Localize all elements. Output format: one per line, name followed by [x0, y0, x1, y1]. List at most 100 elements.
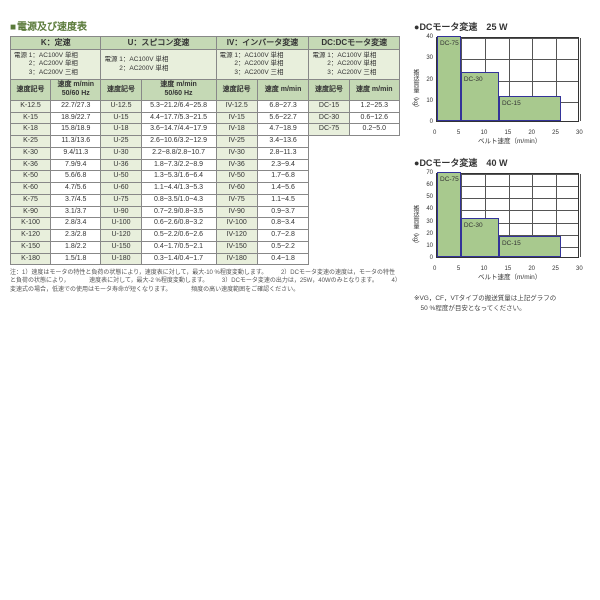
cell: 2.3~9.4	[257, 159, 309, 171]
cell: IV-150	[216, 241, 257, 253]
cell: IV-100	[216, 218, 257, 230]
cell: IV-36	[216, 159, 257, 171]
step-label: DC-15	[502, 100, 521, 107]
cell: U-60	[101, 183, 141, 195]
chart-step	[437, 36, 461, 121]
table-row: K-1815.8/18.9U-183.6~14.7/4.4~17.9IV-184…	[11, 124, 400, 136]
cell: K-180	[11, 253, 51, 265]
power-spec: 電源 1：AC100V 単相 2：AC200V 単相 3：AC200V 三相	[216, 50, 309, 80]
cell: U-12.5	[101, 100, 141, 112]
col-header: 速度記号	[101, 80, 141, 101]
table-row: K-309.4/11.3U-302.2~8.8/2.8~10.7IV-302.8…	[11, 147, 400, 159]
cell: U-120	[101, 230, 141, 242]
cell: 2.8~11.3	[257, 147, 309, 159]
cell: IV-75	[216, 194, 257, 206]
group-header: K：定速	[11, 37, 101, 50]
table-row: K-903.1/3.7U-900.7~2.9/0.8~3.5IV-900.9~3…	[11, 206, 400, 218]
cell: 0.6~12.6	[349, 112, 399, 124]
power-spec: 電源 1：AC100V 単相 2：AC200V 単相 3：AC200V 三相	[309, 50, 400, 80]
x-axis-label: ベルト速度（m/min）	[478, 135, 541, 145]
table-row: K-1518.9/22.7U-154.4~17.7/5.3~21.5IV-155…	[11, 112, 400, 124]
cell: 1.4~5.6	[257, 183, 309, 195]
cell: 1.5/1.8	[51, 253, 101, 265]
cell: U-150	[101, 241, 141, 253]
cell: U-36	[101, 159, 141, 171]
cell: K-36	[11, 159, 51, 171]
cell: 0.4~1.8	[257, 253, 309, 265]
cell: K-60	[11, 183, 51, 195]
cell: 0.4~1.7/0.5~2.1	[141, 241, 216, 253]
cell: K-50	[11, 171, 51, 183]
cell: 0.8~3.5/1.0~4.3	[141, 194, 216, 206]
table-row: K-1202.3/2.8U-1200.5~2.2/0.6~2.6IV-1200.…	[11, 230, 400, 242]
speed-table: K：定速U：スピコン変速IV：インバータ変速DC:DCモータ変速電源 1：AC1…	[10, 36, 400, 265]
cell: 0.5~2.2/0.6~2.6	[141, 230, 216, 242]
cell: 5.3~21.2/6.4~25.8	[141, 100, 216, 112]
cell: 3.4~13.6	[257, 136, 309, 148]
cell: U-25	[101, 136, 141, 148]
chart-title: DCモータ変速 40 W	[414, 156, 590, 169]
cell: 9.4/11.3	[51, 147, 101, 159]
cell: 1.3~5.3/1.6~6.4	[141, 171, 216, 183]
cell: 0.2~5.0	[349, 124, 399, 136]
cell: 0.7~2.9/0.8~3.5	[141, 206, 216, 218]
step-label: DC-75	[440, 176, 459, 183]
cell: K-12.5	[11, 100, 51, 112]
col-header: 速度 m/min50/60 Hz	[51, 80, 101, 101]
cell: 5.6~22.7	[257, 112, 309, 124]
cell: K-18	[11, 124, 51, 136]
cell: IV-12.5	[216, 100, 257, 112]
cell: 3.1/3.7	[51, 206, 101, 218]
cell: 15.8/18.9	[51, 124, 101, 136]
cell: IV-120	[216, 230, 257, 242]
group-header: DC:DCモータ変速	[309, 37, 400, 50]
cell: K-30	[11, 147, 51, 159]
cell: 4.7/5.6	[51, 183, 101, 195]
chart: DC-75DC-30DC-150102030405060700510152025…	[414, 173, 579, 278]
cell: 0.3~1.4/0.4~1.7	[141, 253, 216, 265]
cell: 6.8~27.3	[257, 100, 309, 112]
table-row: K-753.7/4.5U-750.8~3.5/1.0~4.3IV-751.1~4…	[11, 194, 400, 206]
cell: 2.6~10.6/3.2~12.9	[141, 136, 216, 148]
cell: 1.8/2.2	[51, 241, 101, 253]
cell: 5.6/6.8	[51, 171, 101, 183]
cell: IV-30	[216, 147, 257, 159]
cell: 0.9~3.7	[257, 206, 309, 218]
cell: U-100	[101, 218, 141, 230]
cell: IV-18	[216, 124, 257, 136]
table-row: K-367.9/9.4U-361.8~7.3/2.2~8.9IV-362.3~9…	[11, 159, 400, 171]
col-header: 速度 m/min	[349, 80, 399, 101]
footnotes: 注：1）速度はモータの特性と負荷の状態により，速度表に対して，最大-10 %程度…	[10, 269, 400, 293]
cell: K-15	[11, 112, 51, 124]
cell: IV-180	[216, 253, 257, 265]
cell: U-30	[101, 147, 141, 159]
cell: K-90	[11, 206, 51, 218]
cell: 0.7~2.8	[257, 230, 309, 242]
y-axis-label: 搬送質量（kg）	[411, 205, 420, 247]
cell: IV-15	[216, 112, 257, 124]
cell: 0.8~3.4	[257, 218, 309, 230]
table-body: K-12.522.7/27.3U-12.55.3~21.2/6.4~25.8IV…	[11, 100, 400, 265]
cell: 1.8~7.3/2.2~8.9	[141, 159, 216, 171]
cell: K-75	[11, 194, 51, 206]
cell: 7.9/9.4	[51, 159, 101, 171]
cell: 1.1~4.5	[257, 194, 309, 206]
x-axis-label: ベルト速度（m/min）	[478, 271, 541, 281]
table-row: K-505.6/6.8U-501.3~5.3/1.6~6.4IV-501.7~6…	[11, 171, 400, 183]
cell: K-100	[11, 218, 51, 230]
table-row: K-2511.3/13.6U-252.6~10.6/3.2~12.9IV-253…	[11, 136, 400, 148]
table-row: K-12.522.7/27.3U-12.55.3~21.2/6.4~25.8IV…	[11, 100, 400, 112]
cell: 0.6~2.6/0.8~3.2	[141, 218, 216, 230]
cell: U-50	[101, 171, 141, 183]
cell: 2.8/3.4	[51, 218, 101, 230]
chart-note: ※VG，CF，VTタイプの搬送質量は上記グラフの 50 %程度が目安となってくだ…	[414, 292, 590, 312]
table-row: K-604.7/5.6U-601.1~4.4/1.3~5.3IV-601.4~5…	[11, 183, 400, 195]
cell: U-180	[101, 253, 141, 265]
cell: 18.9/22.7	[51, 112, 101, 124]
cell: 2.3/2.8	[51, 230, 101, 242]
cell: DC-75	[309, 124, 349, 136]
group-header: U：スピコン変速	[101, 37, 216, 50]
cell: U-18	[101, 124, 141, 136]
cell: DC-15	[309, 100, 349, 112]
y-axis-label: 搬送質量（kg）	[411, 69, 420, 111]
